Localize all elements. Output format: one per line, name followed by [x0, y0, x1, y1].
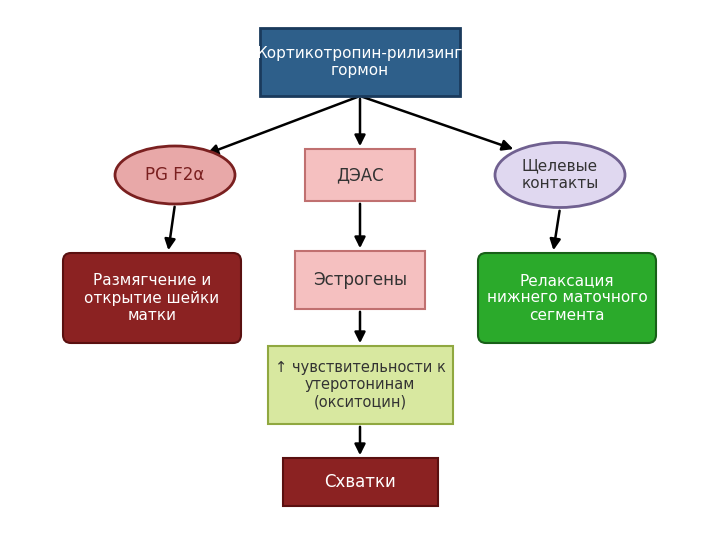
Text: PG F2α: PG F2α: [145, 166, 204, 184]
Ellipse shape: [115, 146, 235, 204]
Text: Схватки: Схватки: [324, 473, 396, 491]
Ellipse shape: [495, 143, 625, 207]
Text: Кортикотропин-рилизинг
гормон: Кортикотропин-рилизинг гормон: [257, 46, 463, 78]
FancyBboxPatch shape: [260, 28, 460, 96]
Text: ДЭАС: ДЭАС: [336, 166, 384, 184]
FancyBboxPatch shape: [295, 251, 425, 309]
Text: Релаксация
нижнего маточного
сегмента: Релаксация нижнего маточного сегмента: [487, 273, 647, 323]
FancyBboxPatch shape: [478, 253, 656, 343]
FancyBboxPatch shape: [63, 253, 241, 343]
FancyBboxPatch shape: [282, 458, 438, 506]
FancyBboxPatch shape: [305, 149, 415, 201]
Text: Щелевые
контакты: Щелевые контакты: [521, 159, 598, 191]
FancyBboxPatch shape: [268, 346, 452, 424]
Text: Размягчение и
открытие шейки
матки: Размягчение и открытие шейки матки: [84, 273, 220, 323]
Text: ↑ чувствительности к
утеротонинам
(окситоцин): ↑ чувствительности к утеротонинам (оксит…: [274, 360, 446, 410]
Text: Эстрогены: Эстрогены: [313, 271, 407, 289]
